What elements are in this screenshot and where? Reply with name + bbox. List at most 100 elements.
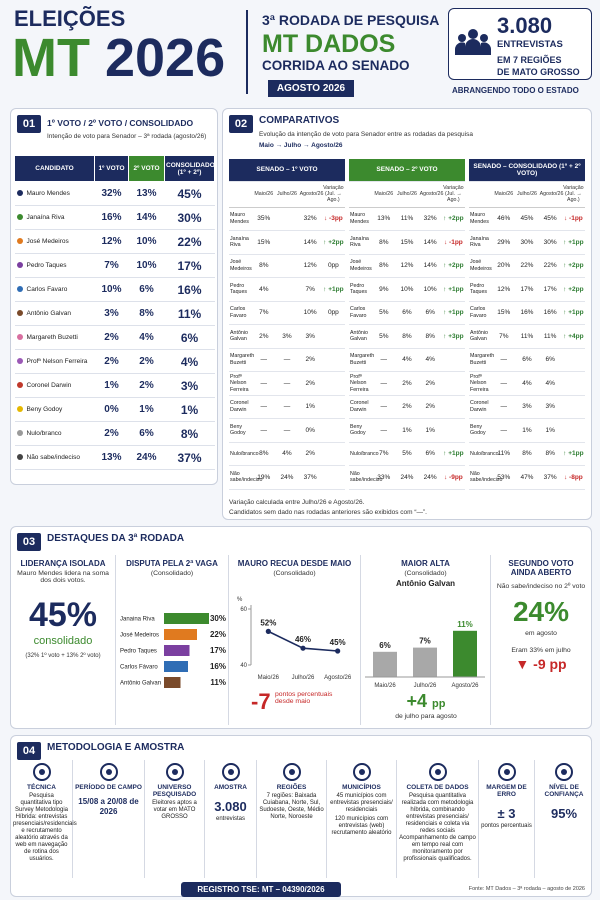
x-tick-label: Agosto/26 (451, 683, 479, 689)
section-1: 01 1º VOTO / 2º VOTO / CONSOLIDADO Inten… (10, 108, 218, 485)
candidate-cell: Nulo/branco (14, 421, 95, 446)
table-row: Beny Godoy —1% 1% (469, 418, 585, 443)
value-cell: 4% (418, 348, 442, 372)
vote-cell: 45% (164, 181, 215, 206)
method-item: PERÍODO DE CAMPO 15/08 a 20/08 de 2026 (73, 760, 145, 878)
section-title: METODOLOGIA E AMOSTRA (47, 742, 185, 753)
delta: ▼ -9 pp (515, 656, 567, 672)
vote-cell: 6% (164, 325, 215, 350)
icon-shape (106, 769, 112, 775)
value-cell (275, 207, 299, 231)
value-cell: 29% (492, 230, 516, 255)
table-row: Nulo/branco 2% 6% 8% (14, 421, 215, 446)
y-axis-label: % (237, 597, 243, 603)
table-row: Mauro Mendes 13% 11% 32% ↑ +2pp (349, 207, 465, 231)
icon (353, 763, 371, 781)
candidate-name: Coronel Darwin (469, 395, 493, 419)
icon-shape (359, 769, 365, 775)
value-cell: 8% (252, 442, 276, 466)
value-cell: 30% (515, 230, 539, 255)
subheader-row: Maio/26 Julho/26 Agosto/26 Variação (Jul. →… (229, 181, 345, 208)
value-cell: — (275, 371, 299, 396)
icon (555, 763, 573, 781)
y-tick-label: 40 (240, 663, 247, 669)
brand: MT DADOS (262, 30, 396, 58)
regions: DE MATO GROSSO (497, 67, 580, 77)
table-row: Coronel Darwin — —1% (229, 395, 345, 419)
column-header: CONSOLIDADO (1º + 2º) (164, 155, 215, 182)
card: MAURO RECUA DESDE MAIO (Consolidado) -7 … (229, 555, 361, 725)
value-cell: 4% (252, 277, 276, 302)
value-cell: 2% (418, 395, 442, 419)
candidate-name: Pedro Taques (349, 277, 373, 302)
table-row: Coronel Darwin —3% 3% (469, 395, 585, 419)
interviews-label: ENTREVISTAS (497, 39, 563, 50)
value-cell: 19% (252, 465, 276, 490)
value-cell: 2% (418, 371, 442, 396)
value-cell: — (372, 418, 396, 443)
variation-cell (561, 348, 585, 372)
value-cell: — (492, 418, 516, 443)
value-label: 6% (379, 641, 391, 650)
table-row: Profª Nelson Ferreira —4% 4% (469, 371, 585, 396)
candidate-name: Pedro Taques (469, 277, 493, 302)
variation-cell: ↑ +2pp (561, 254, 585, 278)
value-cell: 16% (538, 301, 562, 325)
candidate-name: Pedro Taques (229, 277, 253, 302)
candidate-cell: Pedro Taques (14, 253, 95, 278)
value-cell: 3% (515, 395, 539, 419)
table-row: Beny Godoy — —0% (229, 418, 345, 443)
section-title: DESTAQUES DA 3ª RODADA (47, 533, 185, 544)
x-tick-label: Maio/26 (258, 675, 280, 681)
icon-shape (166, 763, 184, 781)
value-cell: 14% (418, 230, 442, 255)
candidate-name: José Medeiros (349, 254, 373, 278)
value-cell: 6% (418, 301, 442, 325)
candidate-name: Antônio Galvan (229, 324, 253, 349)
variation-cell (321, 348, 345, 372)
value-cell: 11% (538, 324, 562, 349)
icon-shape (33, 763, 51, 781)
table-row: José Medeiros 12% 10% 22% (14, 229, 215, 254)
vote-cell: 22% (164, 229, 215, 254)
source: Fonte: MT Dados – 3ª rodada – agosto de … (468, 886, 585, 892)
point (265, 628, 271, 634)
table-row: Não sabe/indeciso 33% 24% 24% ↓ -9pp (349, 465, 465, 490)
bar-chart: Janaina Riva 30% José Medeiros 22% Pedro Taq… (120, 613, 226, 688)
big-number: -7 (251, 689, 271, 714)
value-cell: 8% (538, 442, 562, 466)
card-subtitle: (Consolidado) (150, 570, 194, 577)
candidate-dot (16, 286, 23, 293)
value-cell: 22% (538, 254, 562, 278)
vote-cell: 1% (164, 397, 215, 422)
big-value: +4 (406, 691, 428, 711)
vote-cell: 3% (94, 301, 129, 326)
table-row: Janaína Riva 15% 14% ↑ +2pp (229, 230, 345, 255)
comparison-table: SENADO – 1º VOTO Maio/26 Julho/26 Agosto/26… (229, 159, 345, 490)
interviews: 3.080 (497, 13, 553, 38)
value-cell: 11% (492, 442, 516, 466)
icon (166, 763, 184, 781)
vote-cell: 30% (164, 205, 215, 230)
value-cell: 6% (515, 348, 539, 372)
candidate-name: Mauro Mendes (469, 207, 493, 231)
variation-cell: ↑ +1pp (441, 301, 465, 325)
section-number: 02 (229, 115, 253, 133)
method-text: entrevistas (215, 816, 245, 822)
candidate-name: Profª Nelson Ferreira (349, 371, 373, 396)
value-cell: — (252, 348, 276, 372)
big-number: +4 pp (361, 691, 491, 712)
title-main: MT 2026 (12, 28, 225, 88)
value-cell: 15% (252, 230, 276, 255)
value-cell: 4% (275, 442, 299, 466)
method-item: UNIVERSO PESQUISADO Eleitores aptos a vot… (145, 760, 205, 878)
variation-cell: ↑ +3pp (441, 324, 465, 349)
icon (33, 763, 51, 781)
table-row: Beny Godoy —1% 1% (349, 418, 465, 443)
variation-cell: ↑ +1pp (561, 230, 585, 255)
candidate-name: Janaína Riva (469, 230, 493, 255)
value-cell: 15% (492, 301, 516, 325)
icon-shape (228, 769, 234, 775)
